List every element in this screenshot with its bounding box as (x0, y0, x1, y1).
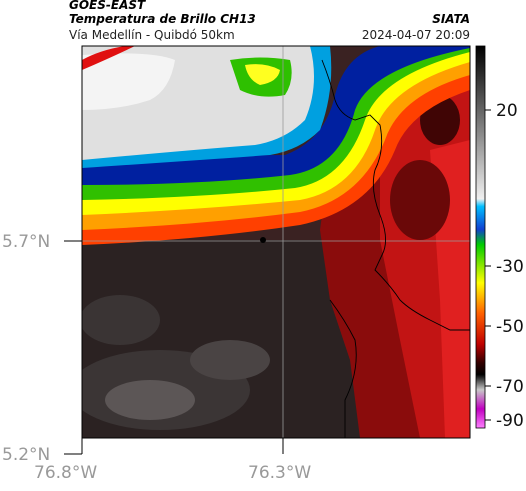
lon-label-76-8: 76.8°W (34, 463, 97, 483)
lat-label-5-2: 5.2°N (2, 445, 50, 465)
source-label: SIATA (432, 12, 470, 26)
colorbar-tick-m30: -30 (496, 257, 524, 277)
colorbar-tick-m50: -50 (496, 317, 524, 337)
colorbar: 20 -30 -50 -70 -90 (475, 45, 524, 431)
location-marker (260, 237, 266, 243)
colorbar-tick-m70: -70 (496, 377, 524, 397)
timestamp: 2024-04-07 20:09 (361, 28, 470, 42)
colorbar-tick-m90: -90 (496, 411, 524, 431)
temperature-field (82, 46, 470, 438)
lon-label-76-3: 76.3°W (248, 463, 311, 483)
region-subtitle: Vía Medellín - Quibdó 50km (69, 28, 235, 42)
satellite-name: GOES-EAST (69, 0, 146, 12)
colorbar-tick-20: 20 (496, 101, 518, 121)
product-title: Temperatura de Brillo CH13 (69, 12, 256, 26)
lat-label-5-7: 5.7°N (2, 232, 50, 252)
department-border (321, 59, 470, 331)
